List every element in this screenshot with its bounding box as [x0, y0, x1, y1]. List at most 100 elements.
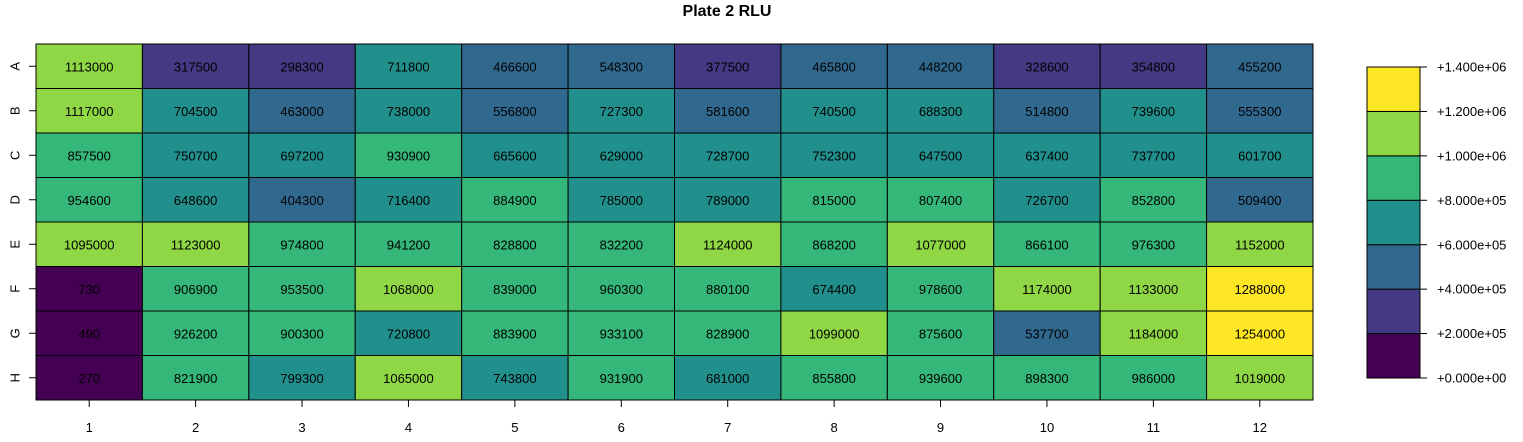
cell-value-label: 898300	[1025, 371, 1068, 386]
heatmap-cell-E11	[1099, 221, 1208, 267]
cell-value-label: 711800	[387, 59, 429, 74]
heatmap-cell-B9	[886, 88, 995, 134]
cell-value-label: 665600	[493, 148, 536, 163]
cell-value-label: 941200	[387, 237, 430, 252]
heatmap-cell-G5	[461, 310, 569, 356]
column-label-10: 10	[1040, 420, 1054, 435]
cell-value-label: 740500	[812, 104, 855, 119]
cell-value-label: 688300	[919, 104, 962, 119]
cell-value-label: 875600	[919, 326, 962, 341]
cell-value-label: 931900	[600, 371, 643, 386]
cell-value-label: 933100	[600, 326, 643, 341]
heatmap-cell-F12	[1206, 266, 1314, 312]
cell-value-label: 866100	[1025, 237, 1068, 252]
cell-value-label: 960300	[600, 282, 643, 297]
heatmap-cell-C12	[1206, 132, 1314, 178]
heatmap-cell-G10	[993, 310, 1101, 356]
legend-label: +0.000e+00	[1437, 371, 1506, 386]
cell-value-label: 298300	[280, 59, 323, 74]
cell-value-label: 455200	[1238, 59, 1281, 74]
heatmap-cell-A8	[780, 43, 888, 89]
column-label-5: 5	[511, 420, 518, 435]
legend-color-bin	[1366, 66, 1421, 112]
heatmap-cell-H11	[1099, 355, 1208, 401]
cell-value-label: 883900	[493, 326, 536, 341]
cell-value-label: 1124000	[703, 237, 753, 252]
heatmap-cell-H4	[354, 355, 463, 401]
column-label-1: 1	[86, 420, 93, 435]
cell-value-label: 939600	[919, 371, 962, 386]
heatmap-cell-E3	[248, 221, 356, 267]
heatmap-cell-F1	[35, 266, 143, 312]
cell-value-label: 637400	[1025, 148, 1068, 163]
cell-value-label: 555300	[1238, 104, 1281, 119]
cell-value-label: 404300	[280, 193, 323, 208]
cell-value-label: 857500	[68, 148, 111, 163]
color-legend: +0.000e+00 +2.000e+05 +4.000e+05 +6.000e+05…	[1366, 60, 1506, 386]
column-label-3: 3	[298, 420, 305, 435]
cell-value-label: 581600	[706, 104, 749, 119]
heatmap-cell-H1	[35, 355, 143, 401]
cell-value-label: 976300	[1132, 237, 1175, 252]
row-label-H: H	[8, 373, 23, 382]
chart-title: Plate 2 RLU	[683, 3, 772, 20]
cell-value-label: 1117000	[65, 104, 114, 119]
cell-value-label: 900300	[280, 326, 323, 341]
cell-value-label: 855800	[812, 371, 855, 386]
heatmap-cell-G11	[1099, 310, 1208, 356]
row-label-C: C	[8, 151, 23, 160]
legend-color-bin	[1366, 155, 1421, 201]
cell-value-label: 377500	[706, 59, 749, 74]
row-label-G: G	[8, 328, 23, 338]
cell-value-label: 986000	[1132, 371, 1175, 386]
legend-label: +6.000e+05	[1437, 237, 1506, 252]
cell-value-label: 728700	[706, 148, 749, 163]
cell-value-label: 514800	[1025, 104, 1068, 119]
cell-value-label: 750700	[174, 148, 217, 163]
column-label-2: 2	[192, 420, 199, 435]
heatmap-cells: 1113000 317500 298300 711800 466600 548300 377…	[35, 43, 1314, 401]
heatmap-cell-G2	[141, 310, 250, 356]
heatmap-cell-D1	[35, 177, 143, 223]
cell-value-label: 1068000	[383, 282, 434, 297]
heatmap-cell-C7	[674, 132, 782, 178]
legend-label: +4.000e+05	[1437, 282, 1506, 297]
heatmap-cell-D10	[993, 177, 1101, 223]
cell-value-label: 807400	[919, 193, 962, 208]
cell-value-label: 832200	[600, 237, 643, 252]
heatmap-cell-F8	[780, 266, 888, 312]
cell-value-label: 465800	[812, 59, 855, 74]
legend-color-bin	[1366, 110, 1421, 157]
cell-value-label: 785000	[600, 193, 643, 208]
heatmap-cell-B11	[1099, 88, 1208, 134]
cell-value-label: 1099000	[809, 326, 860, 341]
cell-value-label: 647500	[919, 148, 962, 163]
row-label-B: B	[8, 106, 23, 115]
legend-color-bin	[1366, 244, 1421, 290]
row-label-F: F	[8, 285, 23, 293]
cell-value-label: 448200	[919, 59, 962, 74]
cell-value-label: 629000	[600, 148, 643, 163]
column-label-12: 12	[1253, 420, 1267, 435]
legend-label: +8.000e+05	[1437, 193, 1506, 208]
cell-value-label: 884900	[493, 193, 536, 208]
heatmap-cell-C1	[35, 132, 143, 178]
heatmap-cell-H7	[674, 355, 782, 401]
cell-value-label: 954600	[68, 193, 111, 208]
heatmap-cell-F10	[993, 266, 1101, 312]
cell-value-label: 727300	[600, 104, 643, 119]
heatmap-cell-G9	[886, 310, 995, 356]
cell-value-label: 906900	[174, 282, 217, 297]
column-label-7: 7	[724, 420, 731, 435]
cell-value-label: 926200	[174, 326, 217, 341]
cell-value-label: 730	[78, 282, 100, 297]
cell-value-label: 1077000	[915, 237, 966, 252]
cell-value-label: 974800	[280, 237, 323, 252]
heatmap-cell-E2	[141, 221, 250, 267]
heatmap-cell-A4	[354, 43, 463, 89]
heatmap-cell-B8	[780, 88, 888, 134]
heatmap-cell-D4	[354, 177, 463, 223]
cell-value-label: 752300	[812, 148, 855, 163]
heatmap-cell-B2	[141, 88, 250, 134]
